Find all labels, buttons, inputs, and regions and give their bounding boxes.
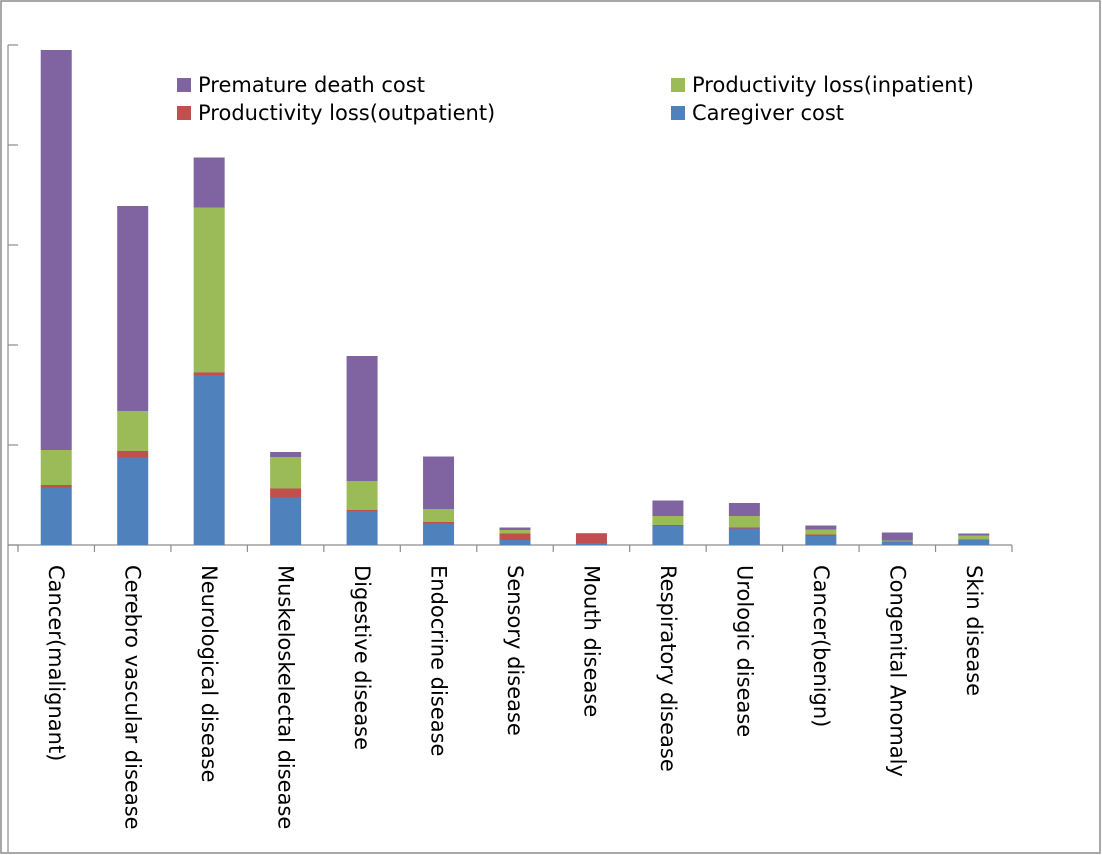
bar-productivity-loss-outpatient-endocrine-disease: [423, 522, 455, 524]
bar-caregiver-cost-cancer-malignant: [40, 487, 72, 545]
bar-caregiver-cost-cancer-benign: [805, 536, 837, 545]
bars: [40, 50, 990, 545]
bar-premature-death-cost-endocrine-disease: [423, 456, 455, 509]
category-label-muskeloskelectal-disease: Muskeloskelectal disease: [274, 565, 298, 829]
bar-productivity-loss-inpatient-sensory-disease: [499, 530, 531, 534]
category-label-sensory-disease: Sensory disease: [503, 565, 527, 736]
category-labels: Cancer(malignant) Cerebro vascular diseas…: [44, 565, 986, 830]
bar-productivity-loss-inpatient-mouth-disease: [575, 533, 607, 534]
bar-productivity-loss-outpatient-cancer-malignant: [40, 485, 72, 488]
category-label-skin-disease: Skin disease: [962, 565, 986, 696]
bar-premature-death-cost-neurological-disease: [193, 157, 225, 208]
bar-productivity-loss-inpatient-respiratory-disease: [652, 516, 684, 525]
bar-premature-death-cost-sensory-disease: [499, 527, 531, 530]
bar-premature-death-cost-respiratory-disease: [652, 500, 684, 516]
bar-productivity-loss-inpatient-skin-disease: [958, 535, 990, 540]
legend-swatch-caregiver-cost: [671, 106, 685, 120]
category-label-mouth-disease: Mouth disease: [579, 565, 603, 717]
bar-premature-death-cost-cancer-malignant: [40, 50, 72, 450]
legend-label-productivity-loss-outpatient: Productivity loss(outpatient): [198, 101, 495, 125]
bar-caregiver-cost-sensory-disease: [499, 540, 531, 545]
bar-productivity-loss-inpatient-neurological-disease: [193, 207, 225, 373]
bar-productivity-loss-inpatient-cancer-benign: [805, 529, 837, 535]
bar-premature-death-cost-digestive-disease: [346, 356, 378, 481]
bar-caregiver-cost-cerebro-vascular-disease: [117, 457, 149, 545]
bar-productivity-loss-outpatient-muskeloskelectal-disease: [270, 488, 302, 498]
bar-premature-death-cost-congenital-anomaly: [881, 532, 913, 541]
bar-premature-death-cost-urologic-disease: [728, 503, 760, 516]
bar-caregiver-cost-neurological-disease: [193, 375, 225, 545]
bar-premature-death-cost-skin-disease: [958, 533, 990, 536]
bar-caregiver-cost-skin-disease: [958, 540, 990, 545]
bar-productivity-loss-outpatient-neurological-disease: [193, 372, 225, 375]
bar-caregiver-cost-mouth-disease: [575, 543, 607, 545]
bar-productivity-loss-outpatient-sensory-disease: [499, 533, 531, 540]
bar-productivity-loss-outpatient-digestive-disease: [346, 510, 378, 511]
bar-productivity-loss-outpatient-cancer-benign: [805, 534, 837, 536]
bar-productivity-loss-inpatient-endocrine-disease: [423, 509, 455, 522]
bar-productivity-loss-inpatient-muskeloskelectal-disease: [270, 457, 302, 489]
category-label-neurological-disease: Neurological disease: [197, 565, 221, 783]
bar-productivity-loss-outpatient-urologic-disease: [728, 527, 760, 529]
legend-swatch-productivity-loss-outpatient: [177, 106, 191, 120]
bar-caregiver-cost-respiratory-disease: [652, 526, 684, 545]
bar-productivity-loss-inpatient-cerebro-vascular-disease: [117, 411, 149, 451]
bar-caregiver-cost-urologic-disease: [728, 528, 760, 545]
category-label-respiratory-disease: Respiratory disease: [656, 565, 680, 772]
bar-premature-death-cost-muskeloskelectal-disease: [270, 452, 302, 457]
legend: Premature death cost Productivity loss(in…: [177, 73, 974, 125]
bar-productivity-loss-outpatient-mouth-disease: [575, 534, 607, 543]
bar-premature-death-cost-mouth-disease: [575, 533, 607, 534]
bar-caregiver-cost-muskeloskelectal-disease: [270, 497, 302, 545]
bar-productivity-loss-outpatient-congenital-anomaly: [881, 541, 913, 542]
category-label-congenital-anomaly: Congenital Anomaly: [885, 565, 909, 777]
bar-caregiver-cost-endocrine-disease: [423, 523, 455, 545]
category-label-cancer-benign: Cancer(benign): [809, 565, 833, 727]
bar-productivity-loss-outpatient-skin-disease: [958, 539, 990, 540]
bar-premature-death-cost-cancer-benign: [805, 525, 837, 530]
bar-productivity-loss-inpatient-digestive-disease: [346, 481, 378, 510]
bar-productivity-loss-outpatient-respiratory-disease: [652, 525, 684, 526]
category-label-urologic-disease: Urologic disease: [732, 565, 756, 737]
bar-premature-death-cost-cerebro-vascular-disease: [117, 206, 149, 411]
bar-productivity-loss-inpatient-urologic-disease: [728, 516, 760, 528]
legend-label-caregiver-cost: Caregiver cost: [692, 101, 844, 125]
legend-label-productivity-loss-inpatient: Productivity loss(inpatient): [692, 73, 974, 97]
bar-productivity-loss-outpatient-cerebro-vascular-disease: [117, 451, 149, 458]
legend-swatch-premature-death-cost: [177, 78, 191, 92]
bar-productivity-loss-inpatient-cancer-malignant: [40, 450, 72, 485]
category-label-endocrine-disease: Endocrine disease: [427, 565, 451, 756]
legend-swatch-productivity-loss-inpatient: [671, 78, 685, 92]
category-label-cerebro-vascular-disease: Cerebro vascular disease: [121, 565, 145, 830]
legend-label-premature-death-cost: Premature death cost: [198, 73, 425, 97]
bar-caregiver-cost-digestive-disease: [346, 511, 378, 545]
bar-caregiver-cost-congenital-anomaly: [881, 542, 913, 545]
bar-productivity-loss-inpatient-congenital-anomaly: [881, 540, 913, 542]
category-label-cancer-malignant: Cancer(malignant): [44, 565, 68, 761]
category-label-digestive-disease: Digestive disease: [350, 565, 374, 750]
